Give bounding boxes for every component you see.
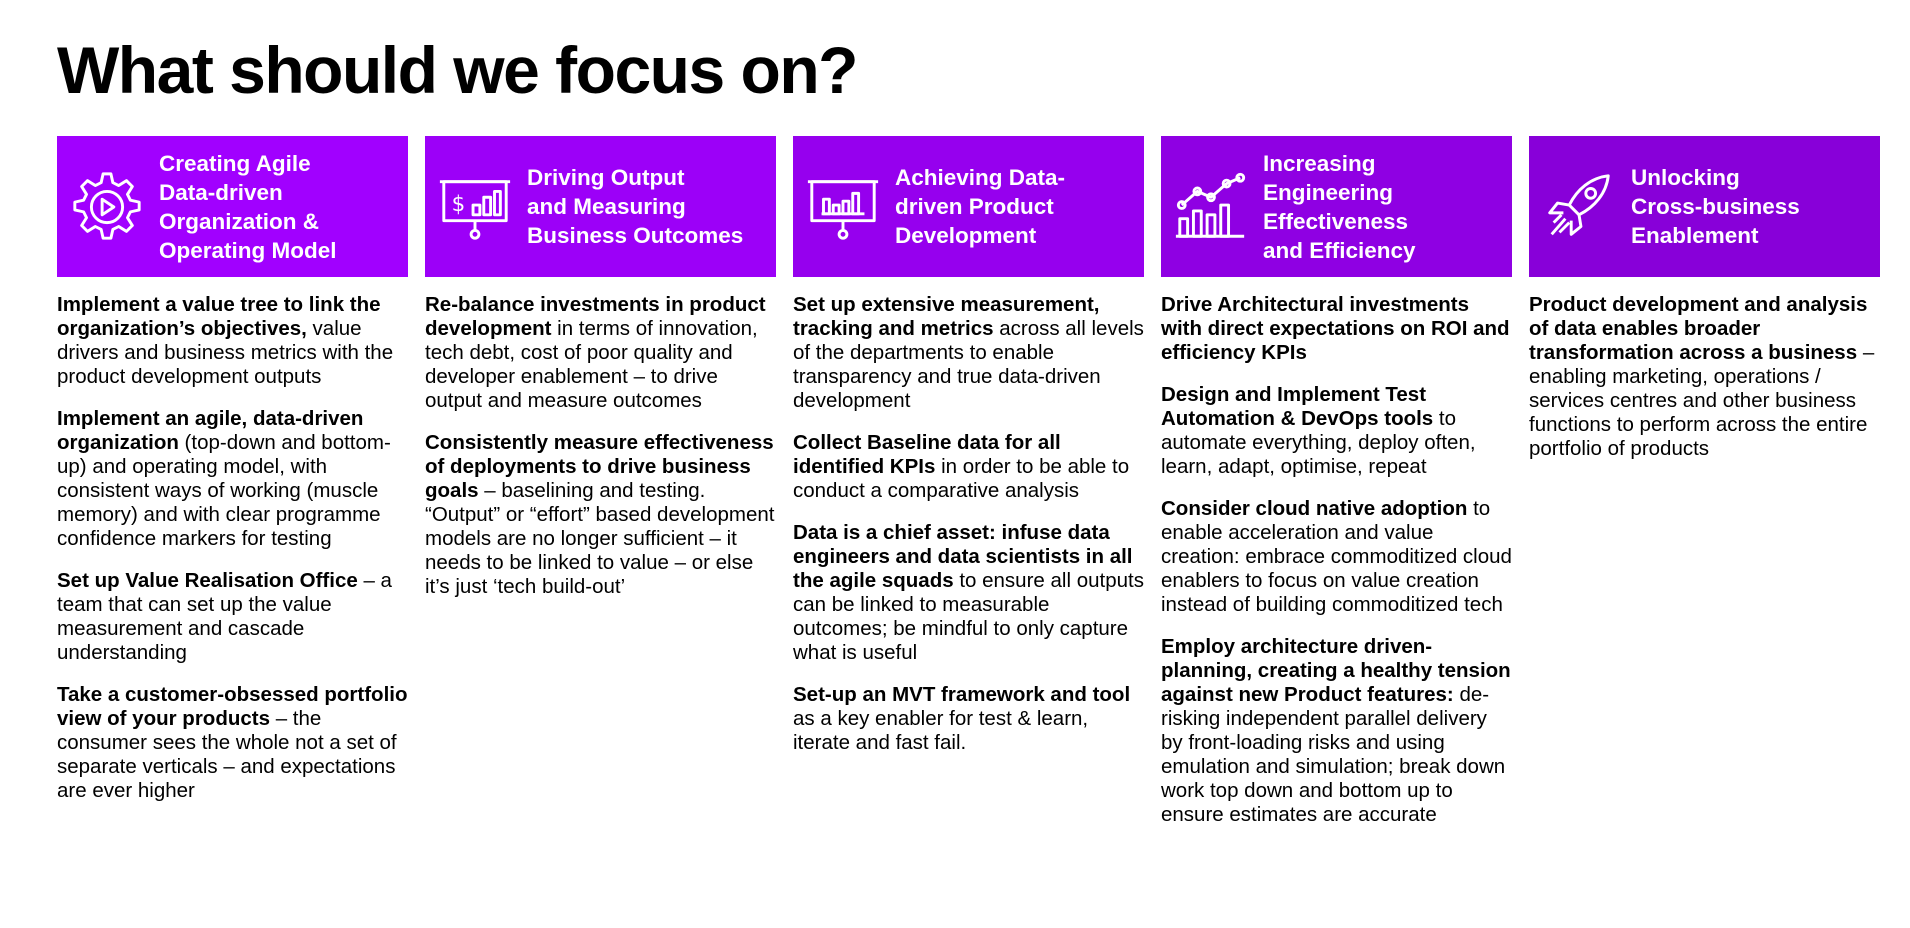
column-title: Creating Agile Data-driven Organization … (159, 150, 337, 263)
column-title: Unlocking Cross-business Enablement (1631, 165, 1800, 248)
focus-point: Re-balance investments in product develo… (425, 293, 766, 412)
focus-point: Take a customer-obsessed portfolio view … (57, 683, 408, 802)
focus-column-cross-business: Unlocking Cross-business Enablement Prod… (1529, 136, 1880, 845)
column-header: Increasing Engineering Effectiveness and… (1161, 136, 1512, 277)
focus-point: Data is a chief asset: infuse data engin… (793, 521, 1144, 664)
growth-chart-icon (1171, 167, 1251, 247)
column-body: Re-balance investments in product develo… (425, 293, 776, 599)
focus-point: Collect Baseline data for all identified… (793, 431, 1130, 502)
column-header: Unlocking Cross-business Enablement (1529, 136, 1880, 277)
focus-point: Set up Value Realisation Office – a team… (57, 569, 392, 664)
focus-point: Implement a value tree to link the organ… (57, 293, 394, 388)
column-header: Creating Agile Data-driven Organization … (57, 136, 408, 277)
focus-column-data-driven-development: Achieving Data- driven Product Developme… (793, 136, 1144, 845)
focus-point: Consider cloud native adoption to enable… (1161, 497, 1512, 616)
focus-column-engineering-effectiveness: Increasing Engineering Effectiveness and… (1161, 136, 1512, 845)
gear-play-icon (67, 167, 147, 247)
column-header: Achieving Data- driven Product Developme… (793, 136, 1144, 277)
column-body: Implement a value tree to link the organ… (57, 293, 408, 803)
focus-point: Employ architecture driven-planning, cre… (1161, 635, 1511, 826)
focus-point: Set up extensive measurement, tracking a… (793, 293, 1144, 412)
svg-text:$: $ (452, 191, 466, 216)
focus-column-output-outcomes: $ Driving Output and Measuring Business … (425, 136, 776, 845)
presentation-dollar-chart-icon: $ (435, 167, 515, 247)
focus-point: Implement an agile, data-driven organiza… (57, 407, 391, 550)
focus-point: Product development and analysis of data… (1529, 293, 1875, 460)
focus-point: Drive Architectural investments with dir… (1161, 293, 1510, 364)
focus-point: Design and Implement Test Automation & D… (1161, 383, 1476, 478)
focus-point: Consistently measure effectiveness of de… (425, 431, 775, 598)
column-title: Increasing Engineering Effectiveness and… (1263, 150, 1416, 263)
focus-point: Set-up an MVT framework and tool as a ke… (793, 683, 1131, 754)
column-body: Product development and analysis of data… (1529, 293, 1880, 461)
column-body: Set up extensive measurement, tracking a… (793, 293, 1144, 755)
page-title: What should we focus on? (57, 33, 858, 107)
focus-columns: Creating Agile Data-driven Organization … (57, 136, 1880, 845)
column-title: Driving Output and Measuring Business Ou… (527, 165, 744, 248)
presentation-bar-chart-icon (803, 167, 883, 247)
column-body: Drive Architectural investments with dir… (1161, 293, 1512, 827)
focus-column-agile-organization: Creating Agile Data-driven Organization … (57, 136, 408, 845)
column-title: Achieving Data- driven Product Developme… (895, 165, 1066, 248)
column-header: $ Driving Output and Measuring Business … (425, 136, 776, 277)
rocket-icon (1539, 167, 1619, 247)
